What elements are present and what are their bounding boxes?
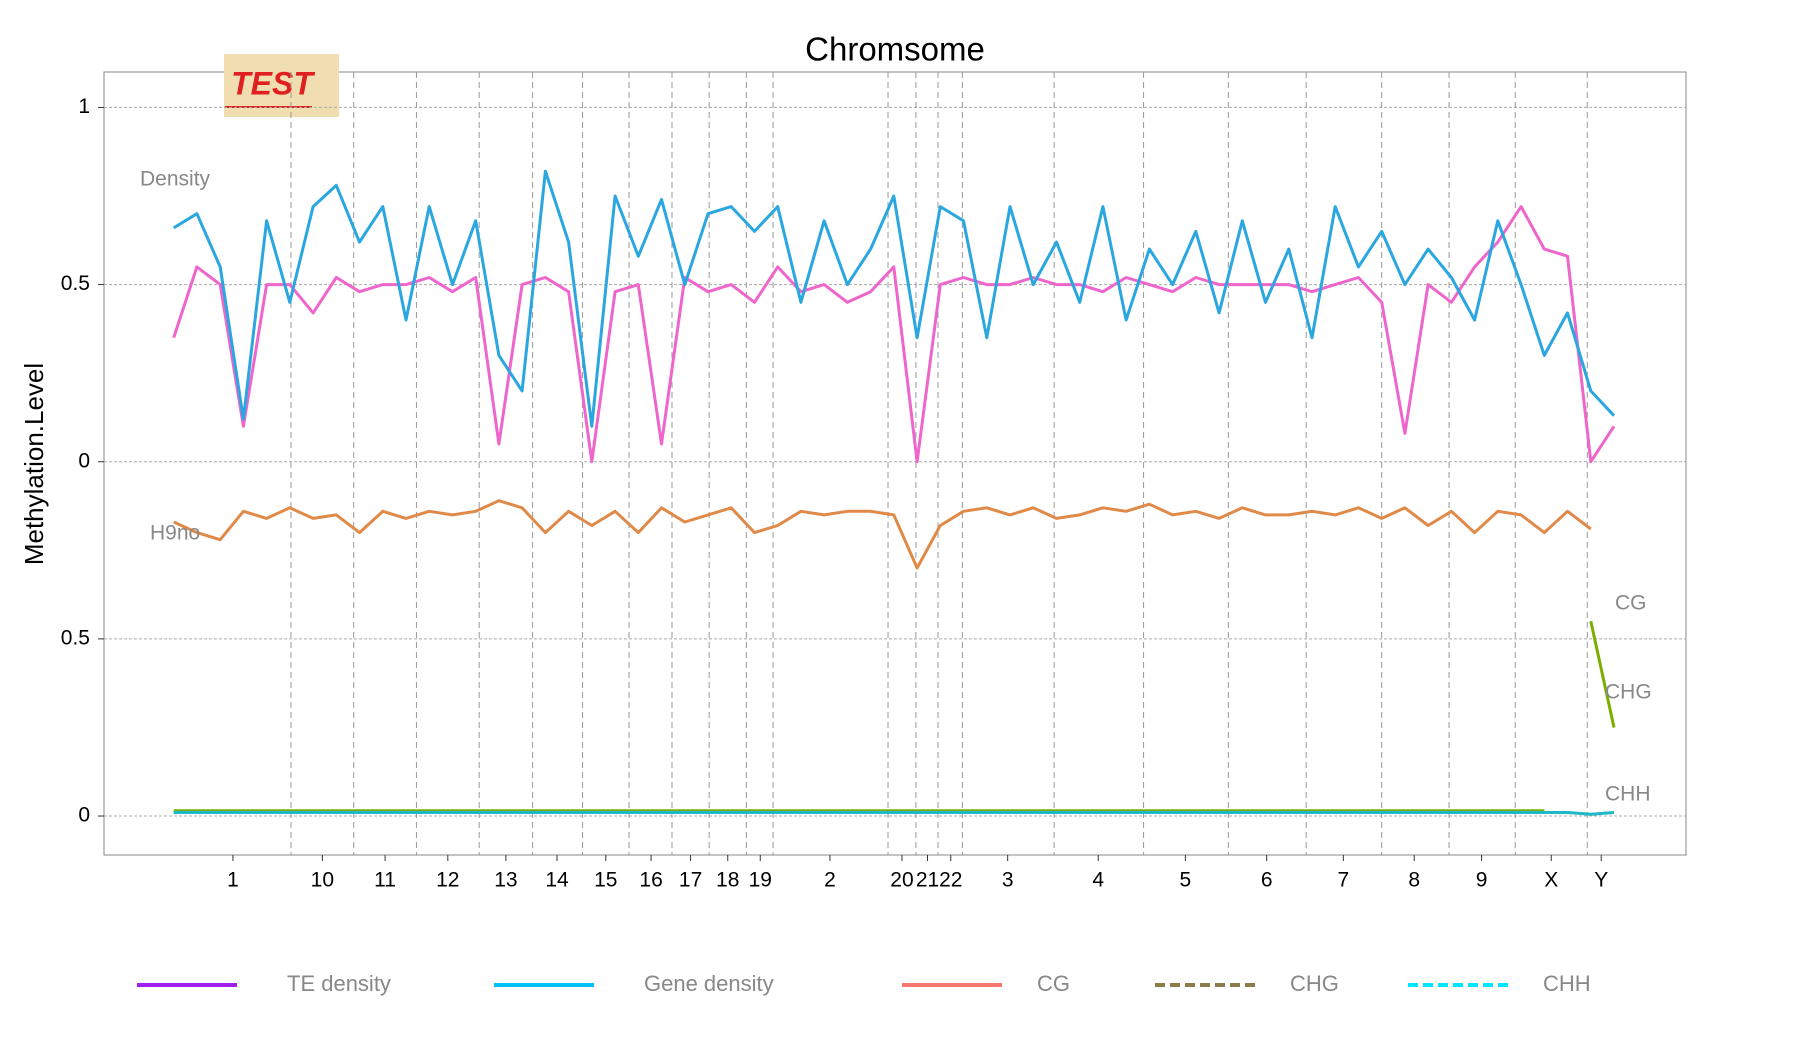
x-tick-label: 5 [1180,869,1192,892]
x-tick-label: 11 [374,869,396,892]
x-tick-label: 4 [1092,869,1104,892]
x-tick-label: 7 [1338,869,1350,892]
x-tick-label: 13 [494,869,517,892]
x-tick-label: 3 [1002,869,1014,892]
annotation: Density [140,168,211,191]
legend-label: CHG [1290,971,1339,996]
x-tick-label: 6 [1261,869,1273,892]
legend-label: Gene density [644,971,774,996]
x-tick-label: 18 [716,869,739,892]
legend-label: CHH [1543,971,1591,996]
series-line [172,169,1616,428]
x-tick-label: 14 [545,869,569,892]
y-tick-label: 0.5 [61,626,90,649]
x-tick-label: 1 [227,869,239,892]
annotation: H9no [150,522,200,545]
badge: TEST [231,65,315,101]
x-tick-label: 19 [749,869,772,892]
annotation: CG [1615,592,1647,615]
legend-label: TE density [287,971,391,996]
x-tick-label: 21 [916,869,939,892]
series-line [173,620,1616,813]
series-line [173,499,1592,570]
x-tick-label: Y [1594,869,1608,892]
x-tick-label: 20 [890,869,913,892]
x-tick-label: 15 [594,869,617,892]
y-tick-label: 0 [78,804,90,827]
y-axis-title: Methylation.Level [19,363,49,565]
series-line [173,811,1615,816]
x-tick-label: 16 [639,869,662,892]
chart-title: Chromsome [805,31,985,68]
x-tick-label: 2 [824,869,836,892]
x-tick-label: 17 [679,869,702,892]
annotation: CHH [1605,783,1651,806]
x-tick-label: 10 [311,869,334,892]
x-tick-label: 12 [436,869,459,892]
y-tick-label: 0.5 [61,272,90,295]
x-tick-label: X [1544,869,1558,892]
y-tick-label: 0 [78,449,90,472]
legend-label: CG [1037,971,1070,996]
x-tick-label: 9 [1476,869,1488,892]
annotation: CHG [1605,681,1652,704]
x-tick-label: 22 [939,869,962,892]
x-tick-label: 8 [1408,869,1420,892]
y-tick-label: 1 [78,95,90,118]
